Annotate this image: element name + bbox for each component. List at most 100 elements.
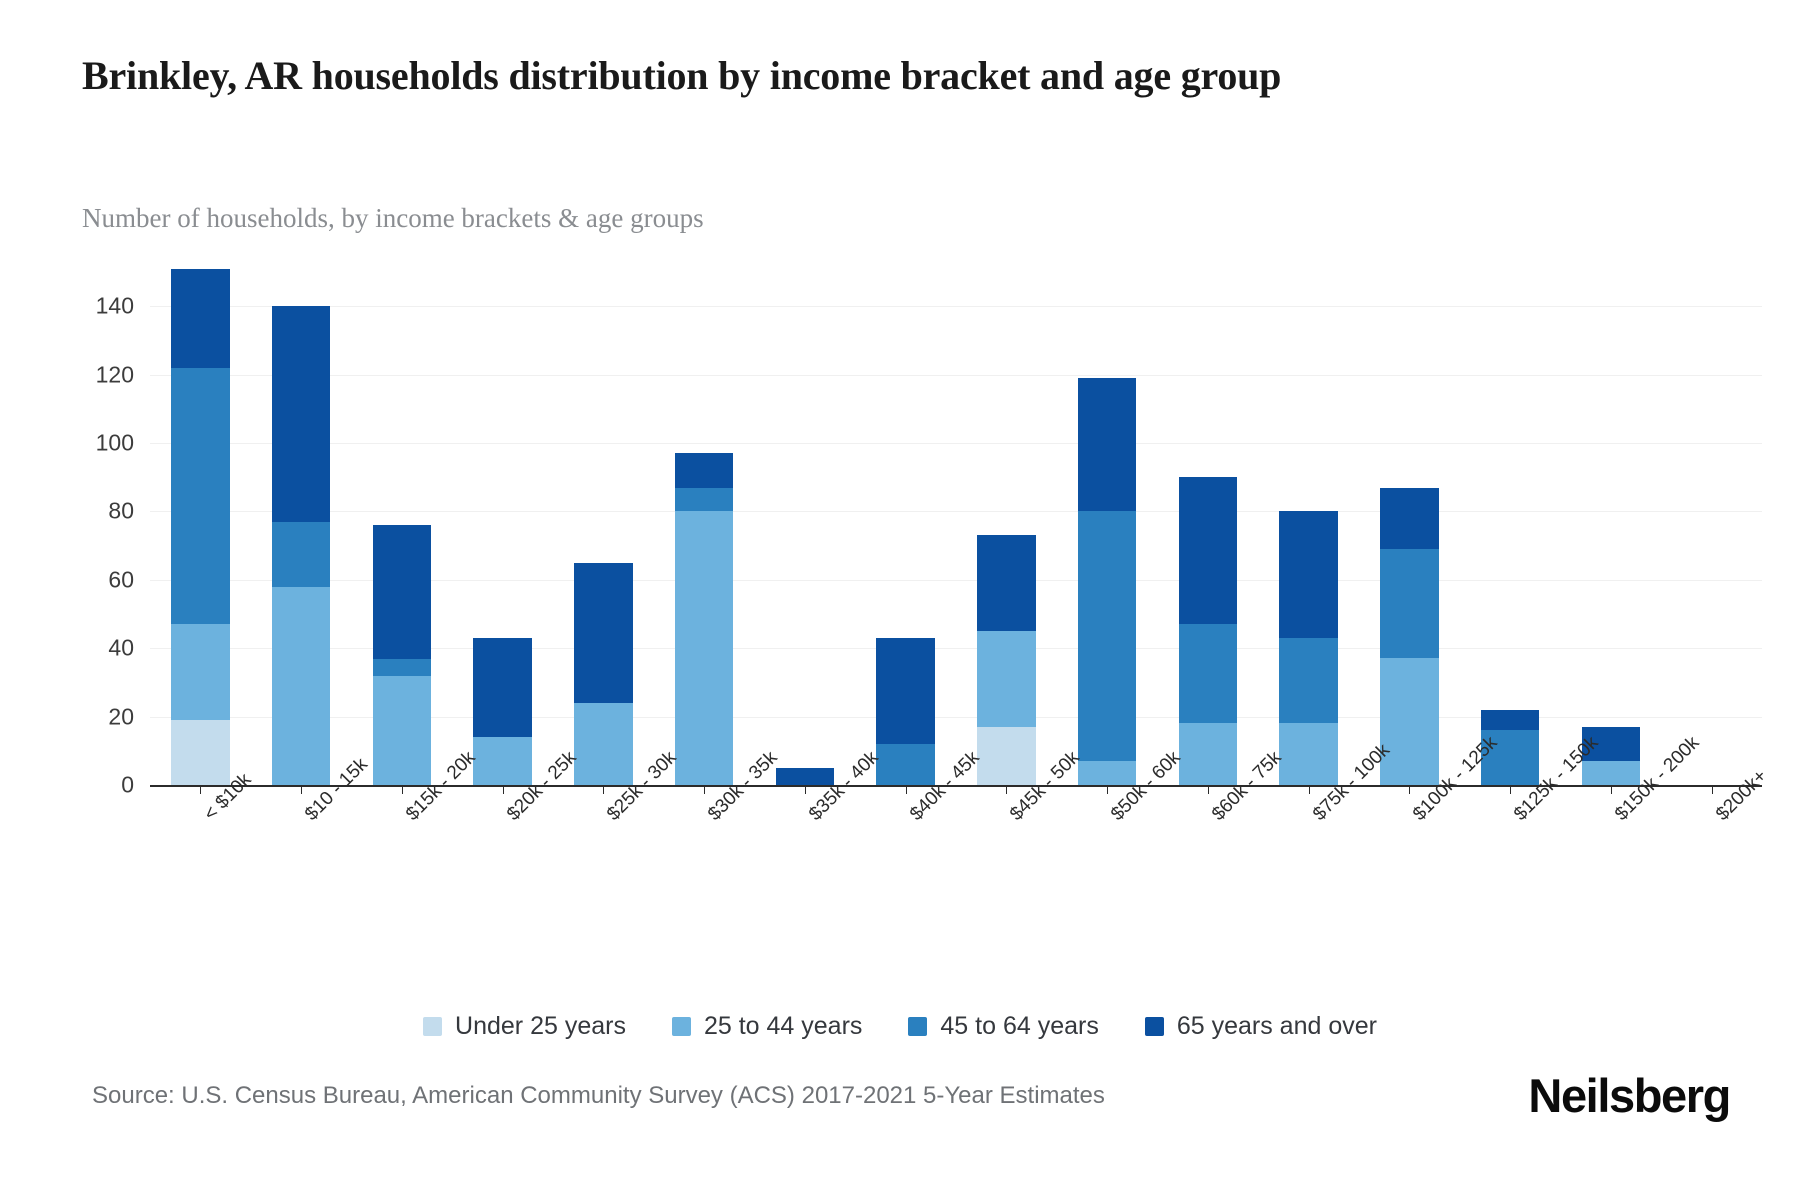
source-note: Source: U.S. Census Bureau, American Com… [92, 1082, 1105, 1109]
stacked-bar[interactable] [1178, 477, 1238, 785]
stacked-bar[interactable] [1077, 378, 1137, 785]
x-axis-label-cell: $150k - 200k [1561, 732, 1704, 930]
x-axis-label-cell: $30k - 35k [654, 747, 782, 930]
bar-group[interactable] [1561, 255, 1662, 785]
bar-segment[interactable] [674, 511, 734, 785]
gridline [150, 579, 1762, 581]
legend-item[interactable]: 25 to 44 years [671, 1012, 863, 1041]
bar-segment[interactable] [271, 586, 331, 785]
legend-item[interactable]: 45 to 64 years [908, 1012, 1099, 1041]
gridline [150, 648, 1762, 650]
bar-segment[interactable] [1380, 487, 1439, 550]
bar-segment[interactable] [1178, 723, 1238, 785]
bar-segment[interactable] [1480, 709, 1540, 731]
bar-segment[interactable] [876, 637, 935, 744]
bar-segment[interactable] [1077, 378, 1137, 512]
bar-segment[interactable] [1279, 637, 1338, 724]
x-axis-tickmark [804, 785, 806, 794]
bar-segment[interactable] [574, 562, 633, 703]
bar-group[interactable] [654, 255, 755, 785]
bar-group[interactable] [1057, 255, 1158, 785]
bar-group[interactable] [755, 255, 856, 785]
y-axis-tick-label: 100 [95, 429, 134, 456]
legend-label: 25 to 44 years [703, 1012, 863, 1040]
x-axis-tickmark [200, 785, 202, 794]
bar-segment[interactable] [574, 702, 633, 785]
x-axis-label-cell: $15k - 20k [352, 747, 480, 930]
plot-wrapper: 0 20 40 60 80 100 120 140 < $10k $10 - 15k $15k -… [0, 255, 1800, 875]
stacked-bar[interactable] [473, 637, 532, 785]
stacked-bar[interactable] [271, 306, 331, 785]
bar-group[interactable] [1258, 255, 1359, 785]
bar-segment[interactable] [372, 675, 432, 785]
bar-segment[interactable] [977, 726, 1036, 785]
bar-group[interactable] [956, 255, 1057, 785]
stacked-bar[interactable] [372, 525, 432, 785]
stacked-bar[interactable] [1279, 511, 1338, 785]
gridline [150, 511, 1762, 513]
bar-segment[interactable] [1279, 511, 1338, 638]
stacked-bar[interactable] [977, 535, 1036, 785]
bar-segment[interactable] [1279, 723, 1338, 785]
bar-group[interactable] [1359, 255, 1460, 785]
bar-segment[interactable] [171, 367, 230, 625]
x-axis-label-cell: $50k - 60k [1057, 747, 1185, 930]
bar-segment[interactable] [372, 658, 432, 676]
bar-group[interactable] [1158, 255, 1259, 785]
legend-label: 45 to 64 years [940, 1012, 1099, 1040]
x-axis-label-cell: $60k - 75k [1158, 747, 1286, 930]
plot-area [150, 255, 1762, 785]
bar-segment[interactable] [1077, 511, 1137, 762]
bar-segment[interactable] [271, 521, 331, 587]
bar-segment[interactable] [775, 767, 835, 785]
stacked-bar[interactable] [171, 268, 230, 785]
bar-segment[interactable] [171, 720, 230, 785]
bar-segment[interactable] [1581, 761, 1641, 785]
bar-segment[interactable] [171, 268, 230, 368]
bar-segment[interactable] [1480, 730, 1540, 785]
bar-group[interactable] [452, 255, 553, 785]
bar-segment[interactable] [674, 487, 734, 512]
stacked-bar[interactable] [1380, 487, 1439, 785]
stacked-bar[interactable] [1581, 726, 1641, 785]
bar-segment[interactable] [977, 631, 1036, 727]
bar-segment[interactable] [1380, 549, 1439, 659]
x-axis-tickmark [1510, 785, 1512, 794]
stacked-bar[interactable] [876, 637, 935, 785]
bar-group[interactable] [352, 255, 453, 785]
stacked-bar[interactable] [1480, 709, 1540, 785]
bar-group[interactable] [855, 255, 956, 785]
bar-segment[interactable] [977, 535, 1036, 632]
y-axis-tick-label: 40 [108, 634, 134, 661]
bar-segment[interactable] [473, 637, 532, 738]
bar-segment[interactable] [372, 525, 432, 659]
y-axis-tick-label: 0 [121, 771, 134, 798]
bar-segment[interactable] [1581, 726, 1641, 762]
bar-group[interactable] [251, 255, 352, 785]
legend-item[interactable]: 65 years and over [1144, 1012, 1377, 1041]
x-axis-label-cell: $100k - 125k [1359, 732, 1502, 930]
bar-segment[interactable] [171, 624, 230, 721]
bar-segment[interactable] [674, 453, 734, 488]
stacked-bar[interactable] [674, 453, 734, 785]
bar-segment[interactable] [1178, 477, 1238, 625]
bar-segment[interactable] [1380, 658, 1439, 785]
bar-segment[interactable] [473, 737, 532, 785]
bar-segment[interactable] [271, 306, 331, 522]
bar-group[interactable] [1460, 255, 1561, 785]
bar-group[interactable] [1661, 255, 1762, 785]
legend-swatch-icon [1144, 1017, 1164, 1036]
x-axis-labels: < $10k $10 - 15k $15k - 20k $20k - 25k $25k … [150, 732, 1771, 930]
stacked-bar[interactable] [775, 767, 835, 785]
stacked-bar[interactable] [574, 562, 633, 785]
bar-group[interactable] [553, 255, 654, 785]
bar-group[interactable] [150, 255, 251, 785]
legend-item[interactable]: Under 25 years [423, 1012, 626, 1041]
x-axis-tickmark [905, 785, 907, 794]
bar-segment[interactable] [1077, 761, 1137, 785]
bar-segment[interactable] [876, 743, 935, 785]
y-axis-tick-label: 20 [108, 703, 134, 730]
bar-segment[interactable] [1178, 624, 1238, 724]
x-axis-label-cell: < $10k [150, 769, 256, 930]
